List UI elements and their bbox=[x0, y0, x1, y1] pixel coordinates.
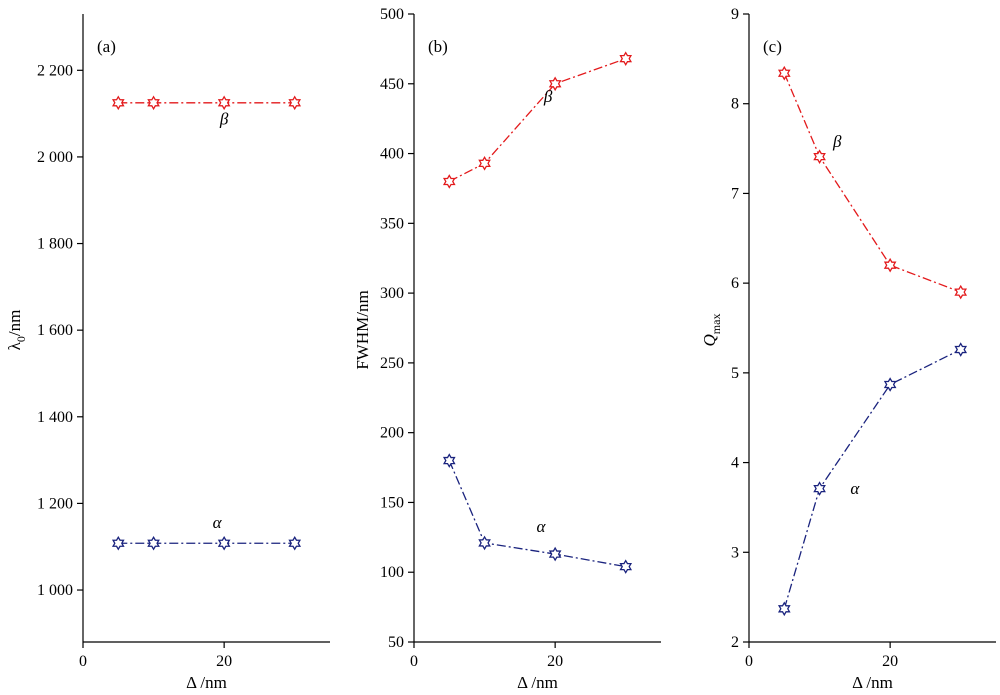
data-point bbox=[288, 535, 302, 551]
y-tick-label: 150 bbox=[380, 494, 404, 511]
series-label: α bbox=[213, 513, 223, 532]
y-axis-label: FWHM/nm bbox=[353, 290, 372, 369]
x-tick-label: 20 bbox=[882, 653, 898, 670]
series-alpha: α bbox=[111, 513, 302, 551]
series-line bbox=[783, 72, 961, 293]
x-tick-label: 0 bbox=[410, 653, 418, 670]
data-point bbox=[954, 284, 968, 300]
data-point bbox=[217, 535, 231, 551]
y-axis-label: Qmax bbox=[700, 314, 723, 347]
panel-b: 50 100 150 200 250 300 350 400 450 500 0 20 Δ /nm FWH… bbox=[353, 6, 661, 692]
panel-label: (c) bbox=[763, 37, 782, 56]
x-tick-label: 0 bbox=[745, 653, 753, 670]
panel-a: 1 000 1 200 1 400 1 600 1 800 2 000 2 200 0 20 Δ … bbox=[5, 14, 330, 692]
y-tick-label: 350 bbox=[380, 215, 404, 232]
y-tick-label: 3 bbox=[731, 544, 739, 561]
data-point bbox=[548, 546, 562, 562]
data-point bbox=[111, 535, 125, 551]
x-tick-label: 20 bbox=[216, 653, 232, 670]
series-label: α bbox=[537, 517, 547, 536]
y-tick-label: 2 bbox=[731, 634, 739, 651]
data-point bbox=[813, 149, 826, 164]
series-alpha: α bbox=[442, 453, 633, 574]
data-point bbox=[813, 481, 826, 496]
panel-label: (a) bbox=[97, 37, 116, 56]
series-label: β bbox=[219, 109, 229, 128]
data-point bbox=[478, 535, 491, 551]
y-tick-label: 9 bbox=[731, 6, 739, 23]
data-point bbox=[619, 559, 633, 574]
y-tick-label: 2 000 bbox=[37, 149, 73, 166]
x-axis-label: Δ /nm bbox=[186, 673, 227, 692]
x-tick-label: 0 bbox=[79, 653, 87, 670]
data-point bbox=[442, 453, 456, 468]
series-line bbox=[783, 348, 961, 609]
y-tick-label: 5 bbox=[731, 365, 739, 382]
y-axis-label: λ0/nm bbox=[5, 310, 28, 351]
data-point bbox=[217, 95, 231, 111]
data-point bbox=[548, 76, 562, 92]
y-tick-label: 100 bbox=[380, 564, 404, 581]
series-beta: β bbox=[111, 95, 302, 128]
y-tick-label: 300 bbox=[380, 285, 404, 302]
y-tick-label: 4 bbox=[731, 455, 739, 472]
x-axis-label: Δ /nm bbox=[517, 673, 558, 692]
y-tick-label: 6 bbox=[731, 275, 739, 292]
series-label: β bbox=[543, 87, 553, 106]
y-tick-label: 8 bbox=[731, 96, 739, 113]
data-point bbox=[777, 65, 791, 81]
panel-label: (b) bbox=[428, 37, 448, 56]
y-tick-label: 1 000 bbox=[37, 582, 73, 599]
y-tick-label: 450 bbox=[380, 76, 404, 93]
data-point bbox=[442, 174, 456, 189]
y-tick-label: 1 800 bbox=[37, 236, 73, 253]
data-point bbox=[288, 95, 302, 111]
y-tick-label: 200 bbox=[380, 425, 404, 442]
data-point bbox=[147, 535, 160, 551]
y-tick-label: 2 200 bbox=[37, 62, 73, 79]
data-point bbox=[777, 601, 791, 617]
y-tick-label: 7 bbox=[731, 185, 739, 202]
data-point bbox=[883, 257, 897, 273]
panel-c: 2 3 4 5 6 7 8 9 0 20 Δ /nm Qmax (c) α β bbox=[700, 6, 996, 692]
data-point bbox=[883, 377, 897, 392]
series-alpha: α bbox=[777, 342, 968, 617]
y-tick-label: 1 200 bbox=[37, 495, 73, 512]
y-tick-label: 500 bbox=[380, 6, 404, 23]
y-tick-label: 50 bbox=[388, 634, 404, 651]
y-tick-label: 400 bbox=[380, 146, 404, 163]
x-axis-label: Δ /nm bbox=[852, 673, 893, 692]
y-tick-label: 1 600 bbox=[37, 322, 73, 339]
y-tick-label: 250 bbox=[380, 355, 404, 372]
data-point bbox=[954, 342, 968, 357]
data-point bbox=[619, 51, 633, 66]
x-tick-label: 20 bbox=[547, 653, 563, 670]
series-beta: β bbox=[777, 65, 968, 300]
data-point bbox=[478, 156, 491, 171]
y-tick-label: 1 400 bbox=[37, 409, 73, 426]
series-label: α bbox=[850, 479, 860, 498]
series-line bbox=[448, 58, 626, 183]
series-label: β bbox=[832, 132, 842, 151]
data-point bbox=[147, 95, 160, 111]
series-line bbox=[448, 460, 626, 568]
data-point bbox=[111, 95, 125, 111]
series-beta: β bbox=[442, 51, 633, 189]
